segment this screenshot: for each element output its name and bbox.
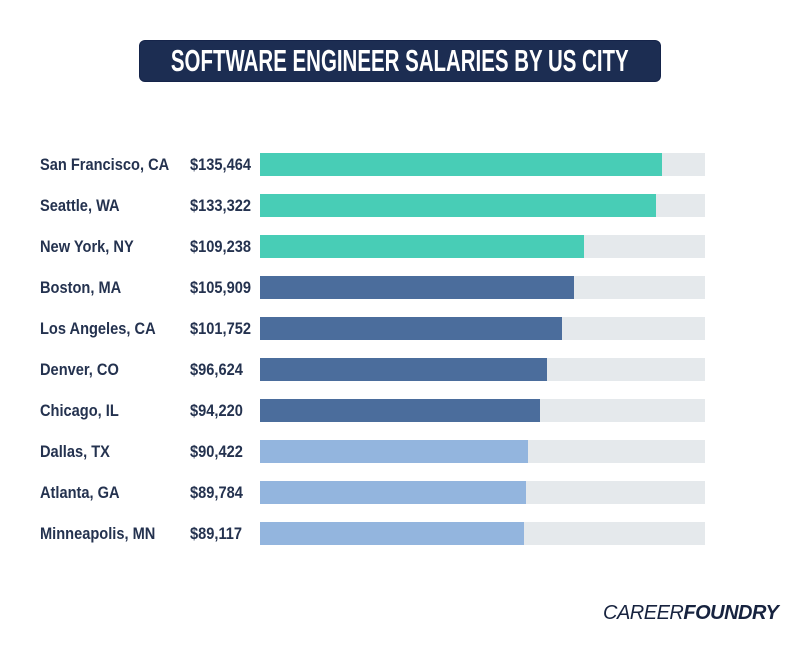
salary-value: $133,322 [190,195,251,215]
city-label: Atlanta, GA [40,482,120,502]
city-label: Seattle, WA [40,195,120,215]
salary-bar [260,194,656,217]
chart-row: New York, NY $109,238 [40,226,705,267]
city-label: Dallas, TX [40,441,110,461]
chart-row: Los Angeles, CA $101,752 [40,308,705,349]
salary-value: $94,220 [190,400,243,420]
city-label: San Francisco, CA [40,154,170,174]
bar-track [260,153,705,176]
brand-bold: FOUNDRY [683,602,779,624]
bar-track [260,399,705,422]
careerfoundry-logo: CAREERFOUNDRY [603,602,779,625]
salary-value: $101,752 [190,318,251,338]
city-label: Los Angeles, CA [40,318,156,338]
bar-chart: San Francisco, CA $135,464 Seattle, WA $… [40,144,705,554]
salary-bar [260,399,540,422]
salary-bar [260,317,562,340]
city-label: Denver, CO [40,359,119,379]
bar-track [260,440,705,463]
bar-track [260,358,705,381]
salary-bar [260,235,585,258]
salary-value: $90,422 [190,441,243,461]
chart-row: Boston, MA $105,909 [40,267,705,308]
city-label: Boston, MA [40,277,122,297]
city-label: Minneapolis, MN [40,523,156,543]
brand-regular: CAREER [603,602,684,624]
salary-value: $109,238 [190,236,251,256]
city-label: Chicago, IL [40,400,119,420]
salary-bar [260,276,575,299]
bar-track [260,276,705,299]
chart-row: Minneapolis, MN $89,117 [40,513,705,554]
chart-row: Dallas, TX $90,422 [40,431,705,472]
chart-row: Denver, CO $96,624 [40,349,705,390]
chart-row: San Francisco, CA $135,464 [40,144,705,185]
salary-value: $89,117 [190,523,243,543]
salary-bar [260,153,662,176]
city-label: New York, NY [40,236,134,256]
page-title: SOFTWARE ENGINEER SALARIES BY US CITY [171,43,629,78]
bar-track [260,317,705,340]
salary-value: $135,464 [190,154,251,174]
salary-bar [260,440,529,463]
chart-row: Chicago, IL $94,220 [40,390,705,431]
salary-bar [260,522,525,545]
salary-bar [260,358,547,381]
salary-bar [260,481,527,504]
salary-value: $105,909 [190,277,251,297]
title-banner: SOFTWARE ENGINEER SALARIES BY US CITY [140,41,660,81]
bar-track [260,481,705,504]
salary-value: $96,624 [190,359,243,379]
bar-track [260,194,705,217]
salary-value: $89,784 [190,482,243,502]
chart-row: Atlanta, GA $89,784 [40,472,705,513]
bar-track [260,235,705,258]
bar-track [260,522,705,545]
chart-row: Seattle, WA $133,322 [40,185,705,226]
